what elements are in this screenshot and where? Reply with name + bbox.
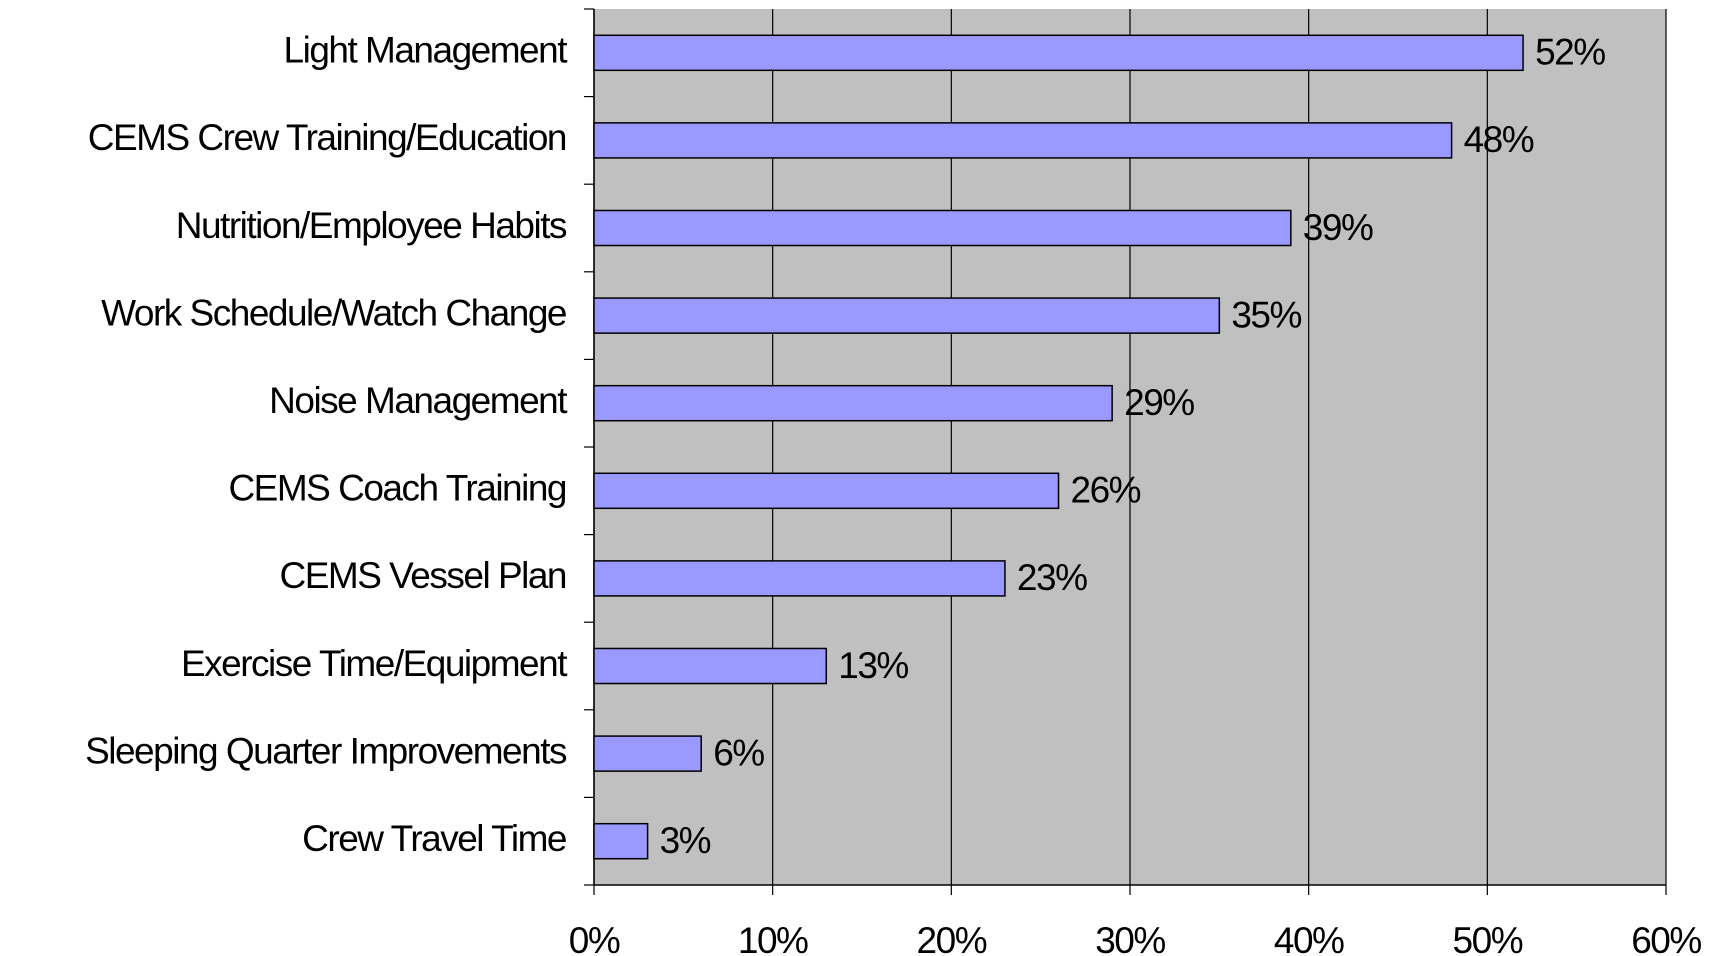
- bar: [593, 735, 702, 772]
- y-tick-label: Exercise Time/Equipment: [181, 643, 568, 684]
- data-label: 6%: [713, 732, 764, 773]
- data-label: 26%: [1071, 470, 1141, 511]
- bar: [593, 34, 1524, 72]
- data-label: 23%: [1017, 557, 1087, 598]
- x-tick-label: 40%: [1274, 920, 1344, 956]
- data-label: 29%: [1124, 382, 1194, 423]
- bar: [593, 384, 1113, 422]
- data-label: 13%: [838, 645, 908, 686]
- bar: [593, 560, 1006, 597]
- x-tick-label: 20%: [917, 920, 987, 956]
- x-tick-label: 50%: [1453, 920, 1523, 956]
- bar: [593, 297, 1221, 334]
- data-label: 52%: [1535, 32, 1605, 73]
- data-label: 3%: [660, 820, 711, 861]
- x-tick-label: 0%: [569, 920, 620, 956]
- data-label: 48%: [1464, 119, 1534, 160]
- data-label: 35%: [1231, 294, 1301, 335]
- y-tick-label: Work Schedule/Watch Change: [101, 292, 566, 333]
- y-tick-label: CEMS Vessel Plan: [279, 555, 566, 596]
- bar: [593, 122, 1453, 159]
- bar: [593, 472, 1060, 510]
- bar: [593, 209, 1292, 247]
- y-tick-label: Noise Management: [269, 380, 568, 421]
- bar: [593, 647, 828, 685]
- x-tick-label: 30%: [1095, 920, 1165, 956]
- y-tick-label: Nutrition/Employee Habits: [176, 205, 567, 246]
- bar: [593, 822, 649, 860]
- x-tick-label: 10%: [738, 920, 808, 956]
- y-tick-label: Sleeping Quarter Improvements: [85, 730, 567, 771]
- x-tick-label: 60%: [1631, 920, 1701, 956]
- y-tick-label: Light Management: [284, 30, 569, 71]
- data-label: 39%: [1303, 207, 1373, 248]
- y-tick-label: CEMS Crew Training/Education: [88, 117, 566, 158]
- y-tick-label: Crew Travel Time: [302, 818, 566, 859]
- y-tick-label: CEMS Coach Training: [228, 468, 566, 509]
